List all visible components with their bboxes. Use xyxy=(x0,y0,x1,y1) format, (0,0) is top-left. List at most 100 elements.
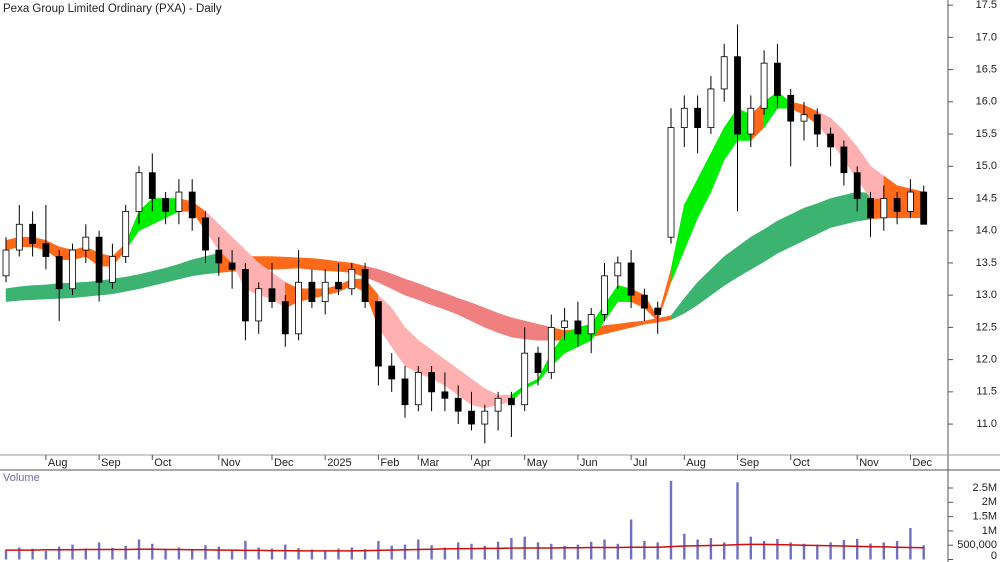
y-tick-label: 16.5 xyxy=(976,64,997,76)
candle-body xyxy=(241,268,249,322)
axes: 11.0 11.5 12.0 12.5 13.0 13.5 14.0 14.5 15.0 15.5… xyxy=(45,0,997,562)
volume-bar xyxy=(350,547,353,560)
x-tick-label: Aug xyxy=(686,457,706,469)
volume-bar xyxy=(58,546,61,560)
volume-bar xyxy=(470,543,473,560)
volume-bar xyxy=(97,542,101,560)
candle-body xyxy=(760,62,768,109)
candle-body xyxy=(654,307,662,315)
volume-bar xyxy=(363,549,367,560)
candle-body xyxy=(255,288,263,322)
volume-bar xyxy=(749,536,752,560)
y-tick-label: 12.0 xyxy=(976,354,997,366)
y-tick-label: 500,000 xyxy=(957,539,997,551)
volume-average xyxy=(6,543,924,552)
candle-body xyxy=(29,223,37,245)
y-tick-label: 17.0 xyxy=(976,31,997,43)
candle-body xyxy=(468,410,475,425)
candle-body xyxy=(800,114,808,122)
candle-body xyxy=(414,372,422,406)
candle-body xyxy=(82,236,90,251)
candle-body xyxy=(428,372,436,393)
candle-body xyxy=(454,397,462,412)
candle-body xyxy=(880,198,888,219)
volume-bar xyxy=(723,542,726,560)
x-tick-label: Feb xyxy=(380,457,399,469)
volume-bar xyxy=(31,548,34,560)
volume-bar xyxy=(669,480,673,560)
x-tick-label: Sep xyxy=(740,457,760,469)
volume-bar xyxy=(270,548,274,560)
volume-bar xyxy=(124,545,127,560)
candle-body xyxy=(587,314,595,335)
candle-body xyxy=(534,352,542,373)
candle-body xyxy=(481,410,489,425)
candle-body xyxy=(335,281,342,290)
candle-body xyxy=(507,397,515,406)
volume-bar xyxy=(324,550,327,560)
y-tick-label: 13.5 xyxy=(976,257,997,269)
volume-bar xyxy=(151,543,154,560)
volume-bar xyxy=(909,528,912,560)
candle-body xyxy=(281,301,289,335)
candle-body xyxy=(667,127,675,238)
volume-bar xyxy=(310,549,314,560)
volume-bar xyxy=(496,541,500,560)
volume-bar xyxy=(403,544,407,560)
volume-bar xyxy=(297,548,300,560)
x-tick-label: Dec xyxy=(912,457,932,469)
volume-bar xyxy=(590,541,593,560)
candle-body xyxy=(122,210,130,257)
volume-bar xyxy=(550,543,553,560)
volume-bar xyxy=(217,546,220,560)
volume-bar xyxy=(842,540,846,560)
volume-bar xyxy=(44,550,48,560)
candle-body xyxy=(148,172,156,199)
candle-body xyxy=(641,294,648,309)
candle-body xyxy=(202,217,209,251)
volume-bar xyxy=(390,545,393,560)
x-tick-label: Sep xyxy=(101,457,121,469)
candle-body xyxy=(188,191,196,219)
candle-body xyxy=(867,198,874,219)
y-tick-label: 2.5M xyxy=(973,482,997,494)
y-tick-label: 0 xyxy=(991,550,997,562)
volume-bar xyxy=(84,548,87,560)
x-tick-label: Mar xyxy=(420,457,439,469)
volume-bar xyxy=(922,545,925,560)
volume-title: Volume xyxy=(3,472,40,484)
candle-body xyxy=(374,301,382,367)
candle-body xyxy=(547,326,555,373)
volume-bar xyxy=(177,547,181,560)
volume-bar xyxy=(457,542,460,560)
candle-body xyxy=(401,378,409,406)
volume-bar xyxy=(4,549,8,560)
x-tick-label: Nov xyxy=(859,457,879,469)
volume-bar xyxy=(616,543,619,560)
x-tick-label: Nov xyxy=(221,457,241,469)
candle-body xyxy=(853,172,861,199)
candle-body xyxy=(109,256,116,283)
candle-body xyxy=(321,281,329,303)
volume-bar xyxy=(443,547,447,560)
candle-body xyxy=(135,172,143,212)
y-tick-label: 15.0 xyxy=(976,160,997,172)
volume-bar xyxy=(164,548,167,560)
candle-body xyxy=(295,281,303,335)
volume-bar xyxy=(111,547,114,560)
volume-bar xyxy=(895,540,899,560)
candle-body xyxy=(601,275,608,315)
x-tick-label: Jun xyxy=(580,457,598,469)
candle-body xyxy=(680,107,688,129)
volume-bar xyxy=(230,549,234,560)
y-tick-label: 2M xyxy=(982,496,997,508)
volume-bar xyxy=(709,538,713,560)
y-tick-label: 1.5M xyxy=(973,511,997,523)
y-tick-label: 11.0 xyxy=(976,418,997,430)
y-tick-label: 1M xyxy=(982,525,997,537)
candle-body xyxy=(55,256,63,290)
x-tick-label: Apr xyxy=(474,457,491,469)
x-tick-label: May xyxy=(527,457,548,469)
candle-body xyxy=(69,249,76,290)
